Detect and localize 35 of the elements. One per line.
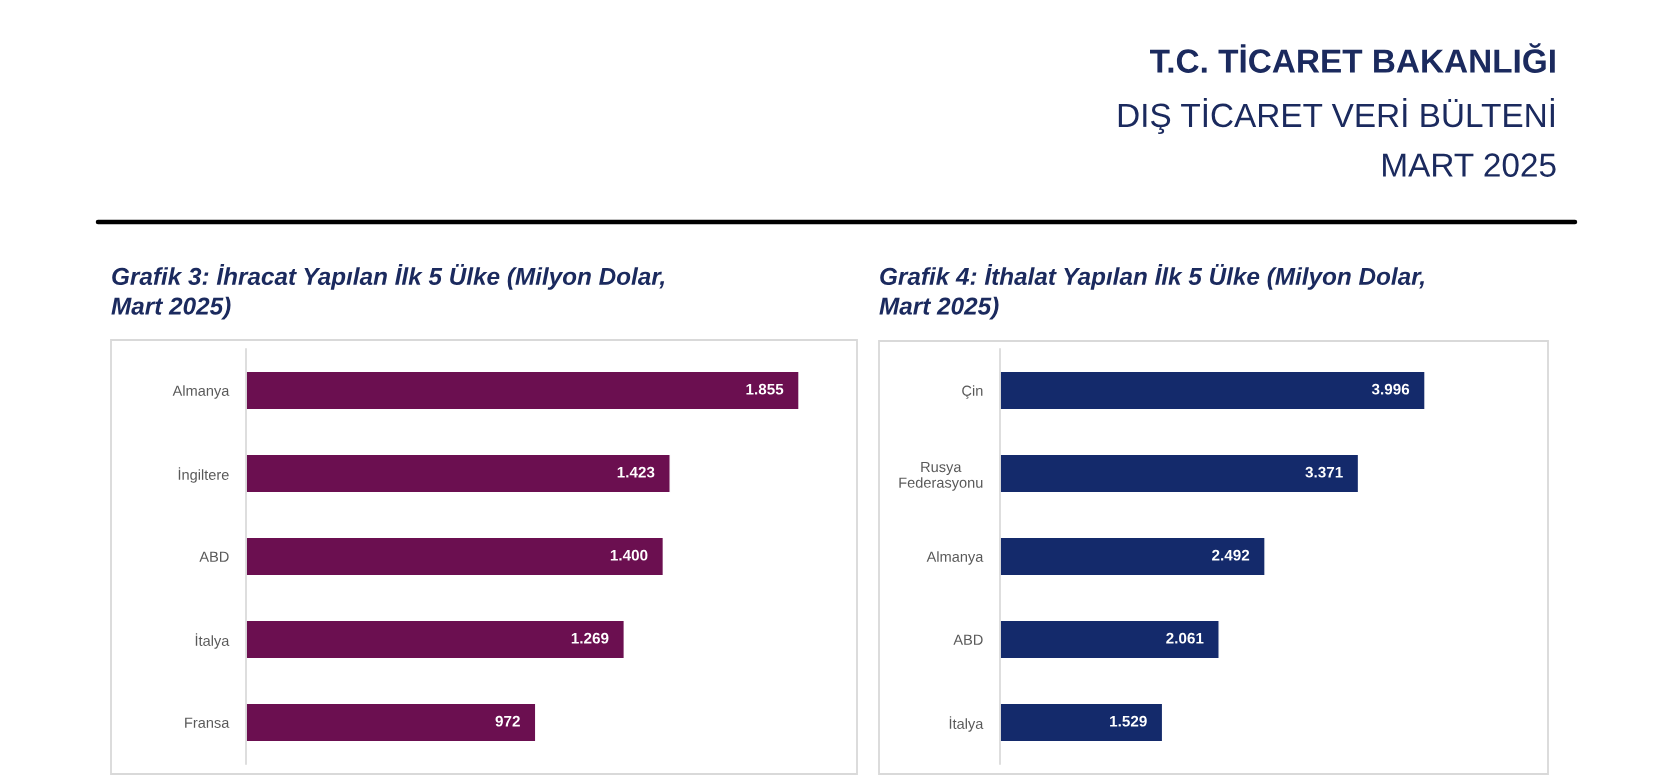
y-tick-label: Çin bbox=[962, 385, 983, 399]
bar bbox=[246, 453, 671, 494]
bar bbox=[1000, 702, 1164, 743]
bar bbox=[1000, 536, 1266, 577]
y-tick-label: İngiltere bbox=[178, 467, 229, 483]
bar bbox=[246, 536, 665, 577]
data-label: 972 bbox=[495, 715, 520, 727]
data-label: 2.492 bbox=[1212, 549, 1250, 561]
bar bbox=[246, 370, 799, 411]
bar bbox=[1000, 453, 1360, 494]
text: MART 2025 bbox=[1383, 153, 1556, 177]
chart-title: Grafik 3: İhracat Yapılan İlk 5 Ülke (Milyon Dolar, Mart 2025) bbox=[111, 264, 665, 320]
chart-title: Grafik 4: İthalat Yapılan İlk 5 Ülke (Milyon Dolar, Mart 2025) bbox=[879, 264, 1424, 320]
y-tick-label: Almanya bbox=[926, 551, 984, 565]
y-tick-label: Almanya bbox=[172, 385, 230, 399]
y-tick-label: Fransa bbox=[185, 717, 230, 728]
data-label: 1.529 bbox=[1110, 715, 1147, 727]
data-label: 1.855 bbox=[746, 383, 784, 395]
bar bbox=[246, 619, 626, 660]
text: DIŞ TİCARET VERİ BÜLTENİ bbox=[1118, 98, 1554, 134]
y-tick-label: İtalya bbox=[195, 633, 230, 649]
bar bbox=[1000, 619, 1220, 660]
y-tick-label: ABD bbox=[199, 551, 229, 562]
y-tick-label: Rusya Federasyonu bbox=[899, 461, 983, 491]
data-label: 3.996 bbox=[1371, 383, 1410, 395]
data-label: 1.400 bbox=[610, 549, 648, 561]
bar bbox=[1000, 370, 1425, 411]
data-label: 1.423 bbox=[617, 466, 655, 478]
data-label: 2.061 bbox=[1166, 632, 1204, 644]
bar bbox=[246, 702, 537, 743]
data-label: 1.269 bbox=[571, 632, 609, 644]
text: T.C. TİCARET BAKANLIĞI bbox=[1150, 43, 1555, 73]
data-label: 3.371 bbox=[1305, 466, 1343, 478]
y-tick-label: İtalya bbox=[949, 716, 984, 732]
y-tick-label: ABD bbox=[953, 634, 983, 645]
